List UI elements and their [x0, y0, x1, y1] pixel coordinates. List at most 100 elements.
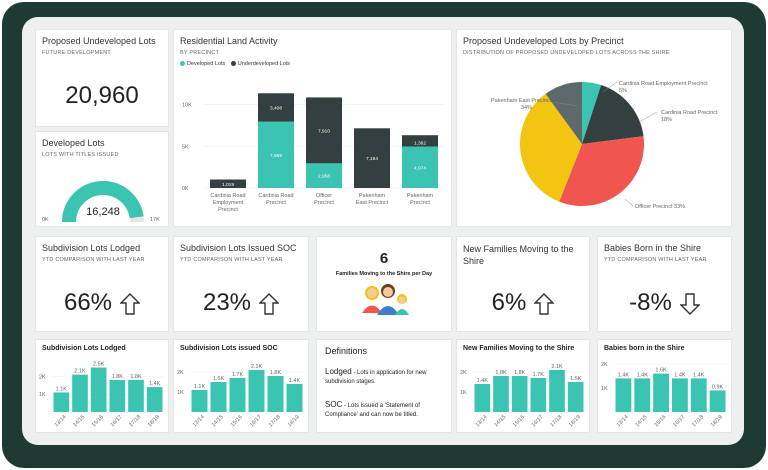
x-tick-label: 17/18 [128, 414, 142, 428]
x-tick-label: Precinct [410, 200, 430, 206]
bar [72, 374, 88, 412]
bar-value-label: 1.8K [495, 370, 507, 376]
x-tick-label: 18/19 [710, 414, 724, 428]
bar [530, 378, 547, 412]
proposed-undeveloped-tile[interactable]: Proposed Undeveloped Lots FUTURE DEVELOP… [35, 29, 169, 127]
x-tick-label: 16/17 [249, 414, 263, 428]
developed-bar [306, 163, 342, 188]
bar-value-label: 1.8K [130, 374, 142, 380]
lodged-chart-tile[interactable]: Subdivision Lots Lodged 1K 2K 1.1K 13/14 2.1… [35, 339, 169, 433]
pie-slice [559, 136, 644, 207]
x-tick-label: 18/19 [568, 414, 582, 428]
families-per-day-tile[interactable]: 6 Families Moving to the Shire per Day [316, 236, 452, 332]
x-tick-label: Pakenham [407, 193, 434, 199]
x-tick-label: Cardinia Road [210, 193, 245, 199]
x-tick-label: 17/18 [268, 414, 282, 428]
up-arrow-icon [120, 292, 141, 315]
subdivision-lodged-tile[interactable]: Subdivision Lots Lodged YTD COMPARISON W… [35, 236, 169, 332]
y-tick-label: 2K [601, 362, 608, 368]
bar [493, 376, 509, 412]
x-tick-label: Precinct [266, 200, 286, 206]
bar [511, 376, 528, 412]
tile-title: Proposed Undeveloped Lots [42, 36, 156, 46]
pie-tile[interactable]: Proposed Undeveloped Lots by Precinct DI… [456, 29, 732, 227]
families-per-day-value: 6 [379, 250, 389, 267]
residential-land-tile[interactable]: Residential Land Activity BY PRECINCT De… [173, 29, 452, 227]
x-tick-label: 15/16 [653, 414, 667, 428]
bar [248, 370, 265, 412]
pie-slice [582, 82, 602, 144]
subdivision-soc-tile[interactable]: Subdivision Lots Issued SOC YTD COMPARIS… [173, 236, 309, 332]
bar-value-label: 1.6K [655, 368, 667, 374]
tile-subtitle: LOTS WITH TITLES ISSUED [42, 152, 119, 158]
term-lodged: Lodged [325, 367, 352, 376]
pie-slice [519, 93, 582, 202]
bar [109, 380, 126, 412]
up-arrow-icon [259, 292, 280, 315]
x-tick-label: 13/14 [192, 414, 206, 428]
pie-slice [582, 85, 644, 144]
x-tick-label: Cardinia Road [258, 193, 293, 199]
y-tick-label: 2K [177, 370, 184, 376]
babies-bar-chart: 1K 2K 1.4K 13/14 1.4K 14/15 1.6K 15/16 1.4K 16/17… [601, 362, 727, 428]
y-tick-label: 2K [39, 374, 46, 380]
y-tick-label: 2K [460, 370, 467, 376]
pie-slice [545, 82, 582, 144]
kpi-row: 66% [36, 289, 168, 317]
x-tick-label: 13/14 [475, 414, 489, 428]
bar-value-label: 1.4K [618, 372, 630, 378]
developed-bar [258, 121, 294, 188]
bar-value-label: 2.5K [93, 362, 105, 368]
tile-title: Babies Born in the Shire [604, 243, 702, 253]
bar-value-label: 2.1K [74, 369, 86, 375]
x-tick-label: Precinct [218, 207, 238, 213]
tile-subtitle: YTD COMPARISON WITH LAST YEAR [604, 257, 707, 263]
bar-value-label: 4,974 [414, 165, 426, 171]
legend-dot-underdeveloped [230, 61, 236, 67]
x-tick-label: Precinct [314, 200, 334, 206]
kpi-value: 23% [202, 289, 252, 316]
leader-cardinia [638, 111, 658, 123]
families-chart-tile[interactable]: New Families Moving to the Shire 1K 2K 1.4… [456, 339, 590, 433]
pie-chart [519, 82, 644, 207]
kpi-row: 6% [457, 289, 589, 317]
bar [653, 373, 669, 412]
babies-born-tile[interactable]: Babies Born in the Shire YTD COMPARISON … [597, 236, 732, 332]
bar-value-label: 1.8K [112, 374, 124, 380]
gauge-max-label: 17K [150, 217, 160, 223]
x-tick-label: 13/14 [54, 414, 68, 428]
lodged-bar-chart: 1K 2K 1.1K 13/14 2.1K 14/15 2.5K 15/16 1.8K 16/17… [39, 362, 164, 428]
pie-label-officer: Officer Precinct 33% [635, 204, 685, 210]
bar [146, 387, 163, 412]
x-tick-label: 14/15 [493, 414, 507, 428]
bar [709, 390, 726, 412]
bar [286, 384, 303, 412]
x-tick-label: 18/19 [147, 414, 161, 428]
bar-value-label: 2.1K [551, 364, 563, 370]
tile-subtitle: BY PRECINCT [180, 50, 220, 56]
kpi-row: 23% [174, 289, 308, 317]
tile-title: Babies born in the Shire [604, 345, 685, 352]
bar-value-label: 1.1K [194, 384, 206, 390]
soc-chart-tile[interactable]: Subdivision Lots issued SOC 1K 2K 1.1K 13/1… [173, 339, 309, 433]
underdeveloped-bar [306, 97, 342, 164]
y-tick-label: 1K [460, 390, 467, 396]
x-tick-label: 14/15 [72, 414, 86, 428]
gauge-chart: 0K 17K 16,248 [42, 181, 160, 223]
y-tick-label: 0K [182, 186, 189, 192]
bar-value-label: 2,958 [318, 174, 330, 180]
bar [210, 382, 227, 412]
tile-title: Subdivision Lots Lodged [42, 243, 141, 253]
underdeveloped-bar [258, 93, 294, 122]
x-tick-label: 18/19 [287, 414, 301, 428]
x-tick-label: Officer [316, 193, 332, 199]
bar-value-label: 1.4K [637, 372, 649, 378]
bar-value-label: 1.5K [213, 376, 225, 382]
new-families-tile[interactable]: New Families Moving to the Shire 6% [456, 236, 590, 332]
y-tick-label: 5K [182, 144, 189, 150]
babies-chart-tile[interactable]: Babies born in the Shire 1K 2K 1.4K 13/14 1.… [597, 339, 732, 433]
developed-lots-tile[interactable]: Developed Lots LOTS WITH TITLES ISSUED 0… [35, 131, 169, 227]
tile-subtitle: FUTURE DEVELOPMENT [42, 50, 111, 56]
